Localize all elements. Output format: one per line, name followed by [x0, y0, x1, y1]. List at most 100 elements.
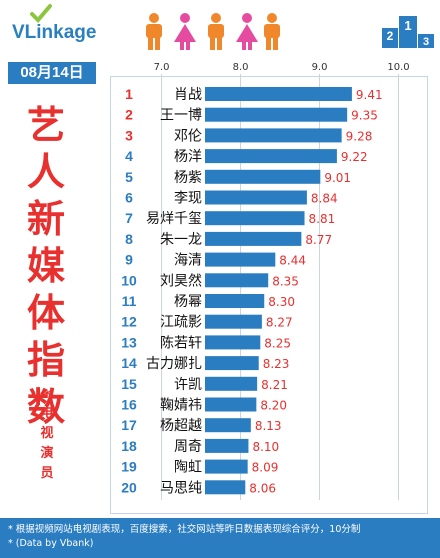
value-label: 8.06 [249, 481, 276, 495]
value-label: 9.41 [356, 88, 383, 102]
people-icons [146, 13, 280, 50]
value-label: 9.22 [341, 150, 368, 164]
artist-name-label: 朱一龙 [160, 232, 202, 248]
artist-name-label: 马思纯 [160, 480, 202, 496]
brand-logo: VLinkage [12, 22, 97, 43]
title-char: 艺 [26, 103, 65, 147]
title-char: 人 [26, 150, 65, 194]
title-char: 体 [26, 291, 65, 335]
bar [205, 314, 262, 329]
artist-name-label: 杨幂 [174, 294, 202, 310]
note-char: 演 [40, 446, 54, 461]
bar [205, 397, 257, 412]
footer-source: * (Data by Vbank) [8, 538, 94, 549]
value-label: 8.27 [266, 316, 293, 330]
artist-name-label: 杨超越 [160, 418, 202, 434]
title-char: 指 [26, 338, 65, 382]
rank-label: 5 [125, 169, 133, 185]
rank-label: 7 [125, 210, 133, 226]
value-label: 8.30 [268, 295, 295, 309]
value-label: 8.23 [263, 357, 290, 371]
artist-name-label: 陈若轩 [160, 334, 202, 351]
title-char: 媒 [26, 244, 65, 288]
artist-name-label: 许凯 [174, 377, 202, 393]
rank-label: 17 [121, 417, 137, 433]
bar [205, 459, 248, 474]
rank-label: 20 [121, 479, 137, 495]
artist-name-label: 李现 [174, 191, 202, 207]
person-male-icon [264, 13, 280, 50]
artist-name-label: 刘昊然 [160, 272, 202, 289]
bar [205, 356, 259, 371]
artist-name-label: 古力娜扎 [146, 356, 202, 372]
vertical-title: 艺 人 新 媒 体 指 数 [22, 102, 70, 431]
bar [205, 418, 251, 433]
svg-text:1: 1 [404, 18, 411, 33]
artist-name-label: 江疏影 [160, 315, 202, 331]
rank-label: 12 [121, 314, 137, 330]
rank-label: 10 [121, 272, 137, 288]
value-label: 8.44 [279, 254, 306, 268]
rank-label: 4 [125, 148, 133, 164]
bar [205, 335, 261, 350]
bar [205, 211, 305, 226]
value-label: 9.28 [346, 129, 373, 143]
bar-chart: 7.0 8.0 9.0 10.0 1 肖战 9.41 2 王一博 9.35 3 邓伦 9.28 4 杨洋 9.… [121, 62, 410, 500]
bar [205, 294, 265, 308]
title-char: 新 [26, 197, 65, 241]
rank-label: 9 [125, 252, 133, 268]
person-male-icon [146, 13, 162, 50]
value-label: 8.77 [305, 233, 332, 247]
value-label: 9.35 [351, 109, 378, 123]
rank-label: 13 [121, 334, 137, 350]
artist-name-label: 周奇 [174, 438, 202, 455]
bar [205, 149, 337, 164]
rank-label: 15 [121, 376, 137, 392]
artist-name-label: 肖战 [174, 87, 202, 103]
value-label: 8.21 [261, 378, 288, 392]
rank-label: 14 [121, 355, 137, 371]
bar [205, 169, 321, 184]
value-label: 8.81 [309, 212, 336, 226]
rank-label: 11 [122, 293, 137, 309]
artist-name-label: 鞠婧祎 [160, 398, 202, 414]
rank-label: 3 [125, 127, 133, 143]
person-female-icon [174, 13, 196, 50]
value-label: 8.35 [272, 274, 299, 288]
x-tick-label: 8.0 [233, 62, 249, 73]
svg-text:2: 2 [387, 29, 394, 43]
rank-label: 1 [125, 86, 133, 102]
vertical-note: 电 视 演 员 [39, 404, 55, 484]
x-tick-label: 10.0 [387, 62, 409, 73]
bar [205, 376, 258, 391]
artist-name-label: 邓伦 [174, 128, 202, 144]
person-female-icon [236, 13, 258, 50]
note-char: 电 [40, 406, 54, 421]
artist-name-label: 易烊千玺 [146, 211, 202, 227]
artist-name-label: 杨洋 [174, 149, 202, 165]
rank-label: 19 [121, 459, 137, 475]
bar [205, 107, 348, 122]
bar [205, 252, 276, 267]
note-star: * [43, 388, 51, 404]
bar [205, 273, 269, 288]
footer: * 根据视频网站电视剧表现，百度搜索，社交网站等昨日数据表现综合评分，10分制 … [0, 518, 440, 558]
bar [205, 231, 302, 246]
svg-text:3: 3 [423, 36, 429, 48]
title-char: 数 [26, 385, 65, 429]
rank-label: 18 [121, 438, 137, 454]
note-char: 员 [40, 466, 54, 481]
person-male-icon [208, 13, 224, 50]
value-label: 8.10 [252, 440, 279, 454]
value-label: 8.20 [260, 399, 287, 413]
artist-name-label: 海清 [174, 253, 202, 269]
footer-note: * 根据视频网站电视剧表现，百度搜索，社交网站等昨日数据表现综合评分，10分制 [8, 524, 361, 535]
podium-icon: 2 1 3 [382, 16, 434, 48]
artist-name-label: 王一博 [160, 107, 202, 124]
chart-panel [110, 76, 428, 514]
value-label: 9.01 [324, 171, 351, 185]
date-badge: 08月14日 [8, 62, 96, 84]
bar [205, 438, 249, 453]
x-tick-label: 7.0 [154, 62, 170, 73]
bar [205, 480, 246, 495]
